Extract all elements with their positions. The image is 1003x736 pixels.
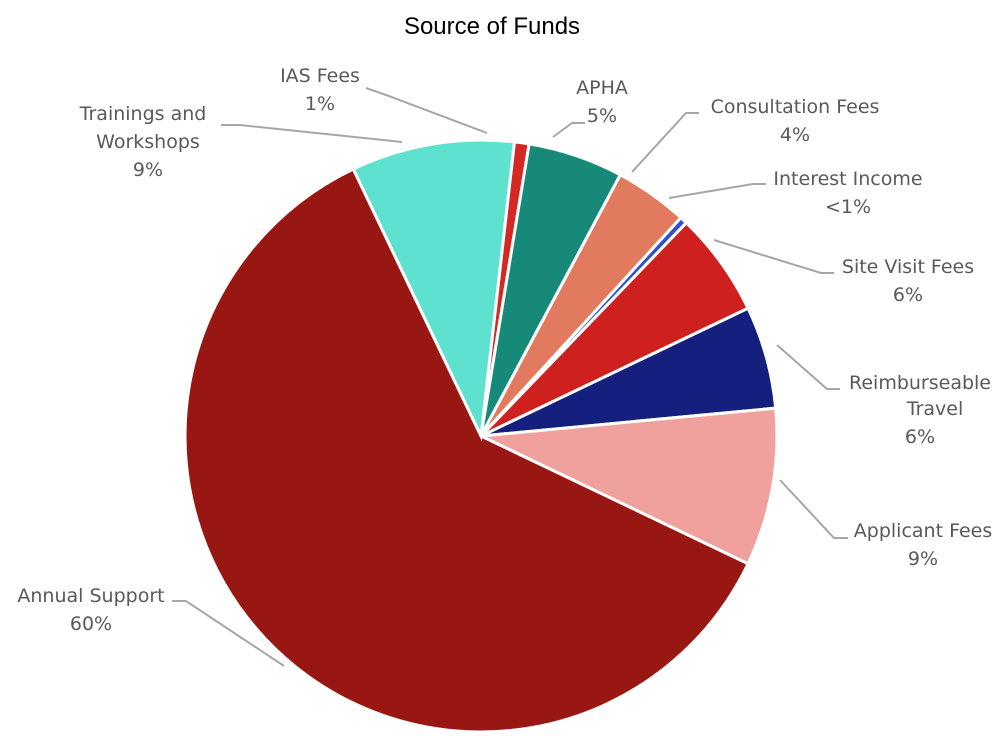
slice-name-label: Consultation Fees [711, 96, 880, 118]
slice-percent-label: 9% [908, 548, 938, 570]
slice-name-label: Travel [906, 398, 963, 420]
leader-line [631, 112, 699, 173]
leader-line [172, 600, 285, 667]
pie-slice-trainings-and-workshops [351, 138, 517, 442]
slice-percent-label: 60% [70, 613, 112, 635]
slice-percent-label: 6% [905, 426, 935, 448]
leader-line [668, 183, 766, 199]
slice-name-label: Trainings and [79, 103, 207, 125]
leader-line [776, 344, 840, 390]
pie-slice-annual-support [183, 166, 751, 734]
slice-percent-label: 1% [305, 93, 335, 115]
chart-title: Source of Funds [404, 13, 580, 40]
slice-name-label: IAS Fees [280, 65, 360, 87]
slice-percent-label: 9% [133, 159, 163, 181]
leader-line [713, 239, 834, 274]
slice-percent-label: <1% [825, 196, 871, 218]
slice-name-label: Workshops [96, 131, 200, 153]
slice-name-label: Interest Income [773, 168, 922, 190]
slice-percent-label: 6% [893, 284, 923, 306]
leader-lines [172, 87, 848, 667]
leader-line [221, 124, 403, 143]
leader-line [365, 87, 488, 134]
pie-slices [183, 138, 779, 734]
slice-name-label: Applicant Fees [854, 520, 992, 542]
slice-name-label: Annual Support [17, 585, 164, 607]
slice-name-label: Reimburseable [849, 372, 991, 394]
slice-name-label: APHA [576, 77, 628, 99]
slice-labels: IAS Fees 1% APHA 5% Consultation Fees 4% Inter… [17, 65, 992, 635]
slice-name-label: Site Visit Fees [842, 256, 974, 278]
leader-line [552, 122, 585, 138]
leader-line [779, 479, 848, 539]
slice-percent-label: 5% [587, 105, 617, 127]
pie-slice-applicant-fees [475, 406, 779, 566]
slice-percent-label: 4% [780, 124, 810, 146]
